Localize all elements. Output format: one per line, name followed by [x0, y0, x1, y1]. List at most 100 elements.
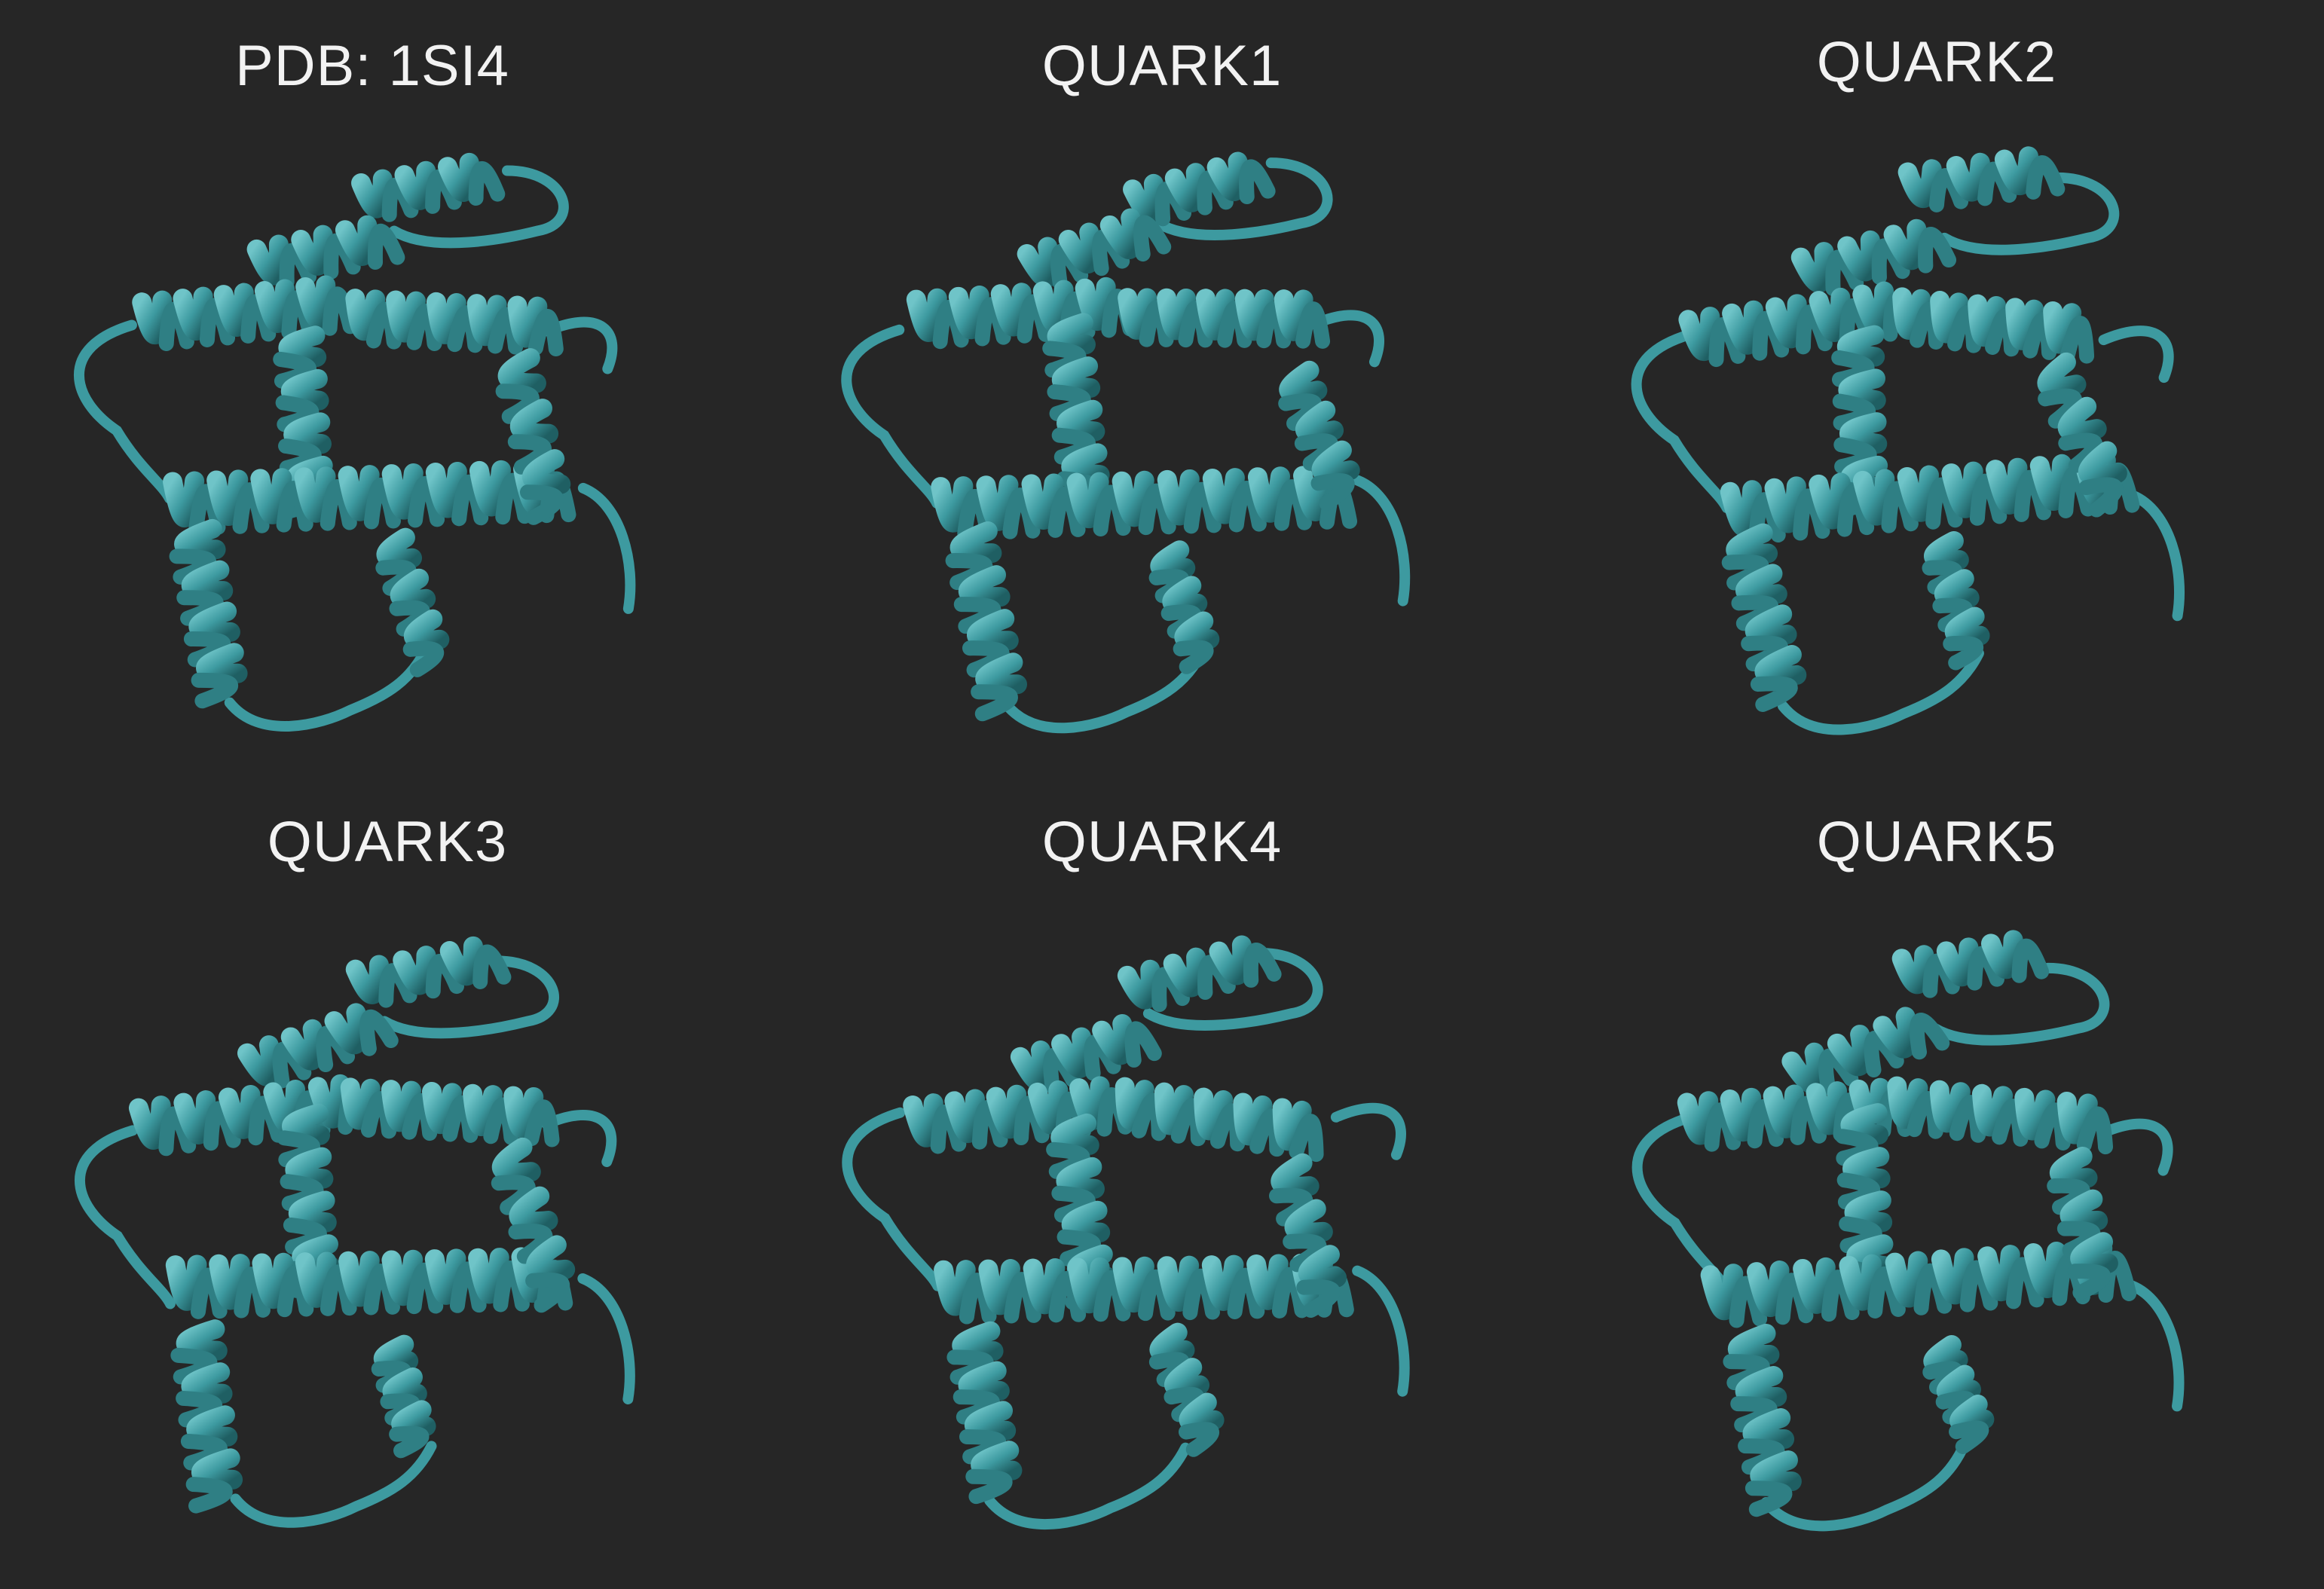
helix-turn [1298, 1245, 1347, 1288]
ribbon-group [841, 151, 1411, 734]
helix-turn [1279, 360, 1328, 403]
panel-quark5: QUARK5 [1549, 791, 2324, 1582]
helix-turn [424, 1248, 466, 1305]
helix-turn [1157, 1255, 1200, 1312]
helix-turn [191, 1448, 243, 1490]
helix-turn [439, 936, 483, 986]
helix-turn [2014, 1087, 2056, 1141]
helix-turn [1289, 1114, 1324, 1163]
helix-turn [1897, 159, 1942, 208]
helix-turn [218, 1085, 261, 1139]
coil-loop [73, 319, 175, 504]
helix-turn [1852, 281, 1894, 336]
ribbon-group [842, 935, 1410, 1529]
helix-turn [391, 1400, 436, 1437]
panel-quark1: QUARK1 [775, 0, 1549, 791]
helix-turn [1883, 218, 1927, 270]
helix-turn [1272, 1098, 1312, 1151]
helix-turn [1202, 468, 1245, 524]
helix-turn [1067, 1257, 1110, 1314]
helix-turn [1284, 1199, 1333, 1242]
helix-turn [351, 169, 393, 218]
helix-turn [1887, 1076, 1928, 1129]
helix-turn [1112, 470, 1154, 527]
helix-turn [2043, 301, 2082, 354]
helix-turn [1864, 1030, 1904, 1077]
helix-turn [472, 944, 512, 989]
helix-turn [1027, 1080, 1069, 1135]
helix-turn [2057, 396, 2107, 442]
helix-turn [1852, 469, 1895, 526]
helix-turn [1247, 466, 1290, 523]
helix-turn [1968, 294, 2007, 347]
coil-loop [1330, 1102, 1406, 1160]
helix-turn [2078, 441, 2127, 486]
coil-loop [2126, 1280, 2185, 1412]
helix-turn [522, 449, 571, 494]
coil-loop [2098, 325, 2174, 383]
helix-turn [491, 1175, 536, 1215]
helix-turn [1195, 289, 1235, 341]
coil-loop [577, 482, 636, 614]
helix-turn [394, 160, 436, 210]
protein-ribbon-structure [30, 83, 745, 784]
coil-loop [541, 1110, 617, 1167]
helix-turn [181, 560, 234, 601]
helix-turn [958, 1361, 1010, 1401]
helix-turn [975, 652, 1028, 695]
helix-turn [188, 601, 240, 642]
panel-label: QUARK3 [267, 810, 508, 874]
helix-turn [1677, 1091, 1719, 1145]
helix-turn [507, 295, 548, 348]
ribbon-group [73, 152, 636, 732]
helix-turn [2078, 477, 2124, 518]
helix-turn [1099, 208, 1142, 260]
helix-turn [173, 286, 213, 341]
helix-turn [2059, 1189, 2108, 1231]
helix-turn [402, 640, 445, 677]
protein-ribbon-structure [30, 874, 745, 1575]
helix-turn [393, 946, 436, 995]
helix-turn [2058, 432, 2103, 473]
helix-turn [425, 461, 467, 518]
coil-loop [577, 1273, 635, 1404]
helix-turn [1057, 399, 1105, 442]
helix-turn [1295, 301, 1331, 349]
helix-turn [1117, 959, 1160, 1010]
helix-turn [1765, 294, 1807, 349]
helix-turn [1839, 1254, 1882, 1311]
helix-turn [1157, 288, 1196, 341]
helix-turn [1818, 1048, 1859, 1095]
helix-turn [509, 1186, 558, 1232]
helix-turn [1162, 576, 1208, 615]
helix-turn [971, 684, 1018, 722]
helix-turn [1154, 1082, 1194, 1135]
helix-turn [503, 1086, 544, 1138]
helix-turn [237, 1035, 281, 1087]
helix-turn [965, 1401, 1017, 1441]
panel-quark3: QUARK3 [0, 791, 775, 1582]
helix-turn [390, 568, 436, 610]
helix-turn [1837, 325, 1885, 367]
helix-turn [1827, 1025, 1873, 1077]
helix-turn [1840, 1103, 1889, 1145]
coil-loop [389, 165, 569, 249]
helix-turn [422, 1081, 463, 1135]
helix-turn [1271, 1153, 1319, 1196]
helix-turn [1061, 443, 1110, 485]
helix-turn [426, 292, 466, 344]
helix-turn [1934, 569, 1980, 608]
helix-turn [1923, 1334, 1968, 1374]
helix-turn [252, 1252, 294, 1309]
helix-turn [206, 469, 249, 526]
coil-loop [542, 316, 618, 374]
panel-label: QUARK2 [1816, 30, 2057, 94]
helix-turn [1032, 280, 1074, 334]
helix-turn [335, 215, 378, 266]
helix-turn [1123, 173, 1164, 224]
helix-turn [1056, 1157, 1105, 1199]
helix-turn [1745, 604, 1797, 645]
coil-loop [1760, 1444, 1968, 1532]
helix-turn [307, 1074, 350, 1129]
panel-quark2: QUARK2 [1549, 0, 2324, 791]
